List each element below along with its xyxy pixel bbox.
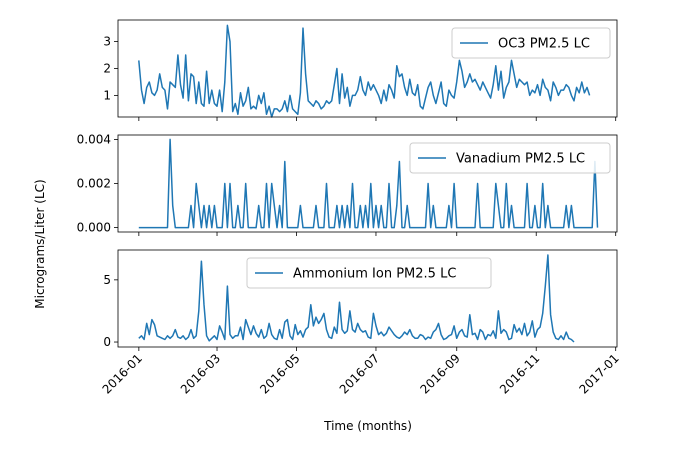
- y-tick-label: 2: [103, 62, 111, 76]
- legend-label-2: Vanadium PM2.5 LC: [456, 152, 585, 167]
- x-tick-label: 2016-01: [100, 351, 145, 396]
- axes-frame-3: [117, 249, 618, 348]
- legend-box-1: [451, 27, 611, 59]
- x-tick-label: 2016-07: [337, 351, 382, 396]
- legend-box-3: [246, 257, 492, 289]
- legend-label-1: OC3 PM2.5 LC: [498, 37, 590, 52]
- series-line-2: [138, 138, 599, 229]
- y-tick-label: 3: [103, 35, 111, 49]
- y-tick-label: 0.004: [77, 132, 111, 146]
- x-axis-label: Time (months): [323, 419, 412, 433]
- x-tick-label: 2016-05: [257, 351, 302, 396]
- x-tick-label: 2016-03: [178, 351, 223, 396]
- series-line-3: [138, 254, 575, 343]
- y-tick-label: 0.000: [77, 221, 111, 235]
- y-tick-label: 0: [103, 335, 111, 349]
- y-tick-label: 1: [103, 88, 111, 102]
- y-tick-label: 5: [103, 273, 111, 287]
- legend-label-3: Ammonium Ion PM2.5 LC: [293, 267, 456, 282]
- series-line-1: [138, 24, 591, 118]
- y-tick-label: 0.002: [77, 177, 111, 191]
- y-axis-label: Micrograms/Liter (LC): [33, 179, 47, 308]
- legend-box-2: [409, 142, 611, 174]
- x-tick-label: 2016-11: [497, 351, 542, 396]
- x-tick-label: 2016-09: [418, 351, 463, 396]
- x-tick-label: 2017-01: [576, 351, 621, 396]
